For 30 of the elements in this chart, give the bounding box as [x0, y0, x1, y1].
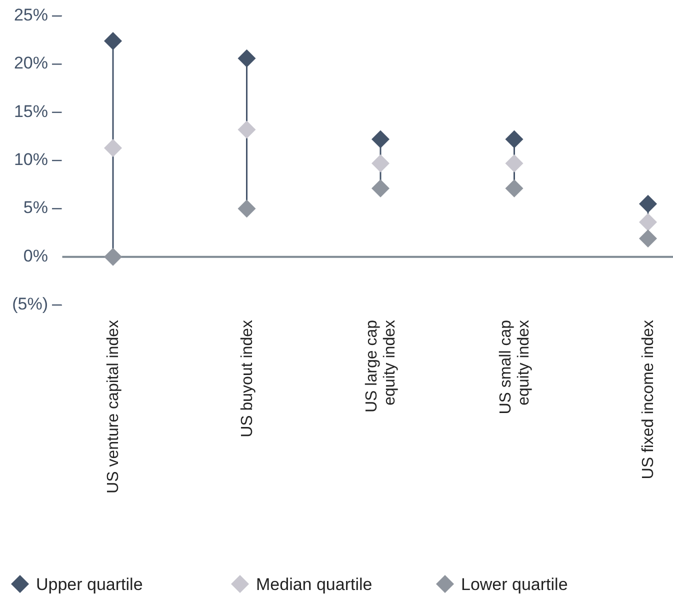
y-tick-label: 5%	[23, 198, 48, 218]
x-tick-label: US fixed income index	[640, 320, 657, 480]
y-tick-label: 10%	[14, 150, 48, 169]
legend-label: Lower quartile	[461, 575, 568, 594]
y-tick-label: 0%	[23, 246, 48, 266]
legend-label: Upper quartile	[36, 575, 143, 594]
x-tick-label: US large cap equity index	[364, 320, 398, 412]
point	[639, 194, 657, 213]
x-tick-label: US small cap equity index	[497, 320, 532, 414]
point	[238, 200, 256, 218]
legend-label: Median quartile	[256, 575, 372, 594]
y-tick-label: (5%)	[12, 294, 48, 314]
point	[639, 230, 657, 248]
x-tick-label: US venture capital index	[105, 320, 122, 494]
y-tick-label: 15%	[14, 102, 48, 121]
point	[104, 248, 122, 266]
point	[372, 179, 390, 198]
point	[104, 32, 122, 50]
point	[505, 130, 524, 148]
point	[238, 49, 256, 68]
point	[372, 130, 390, 148]
point	[104, 138, 122, 157]
point	[372, 154, 390, 172]
point	[639, 213, 657, 232]
point	[505, 179, 524, 198]
point	[505, 154, 524, 172]
y-tick-label: 25%	[14, 5, 48, 24]
x-tick-label: US buyout index	[238, 320, 256, 438]
y-tick-label: 20%	[14, 54, 48, 73]
point	[238, 120, 256, 139]
